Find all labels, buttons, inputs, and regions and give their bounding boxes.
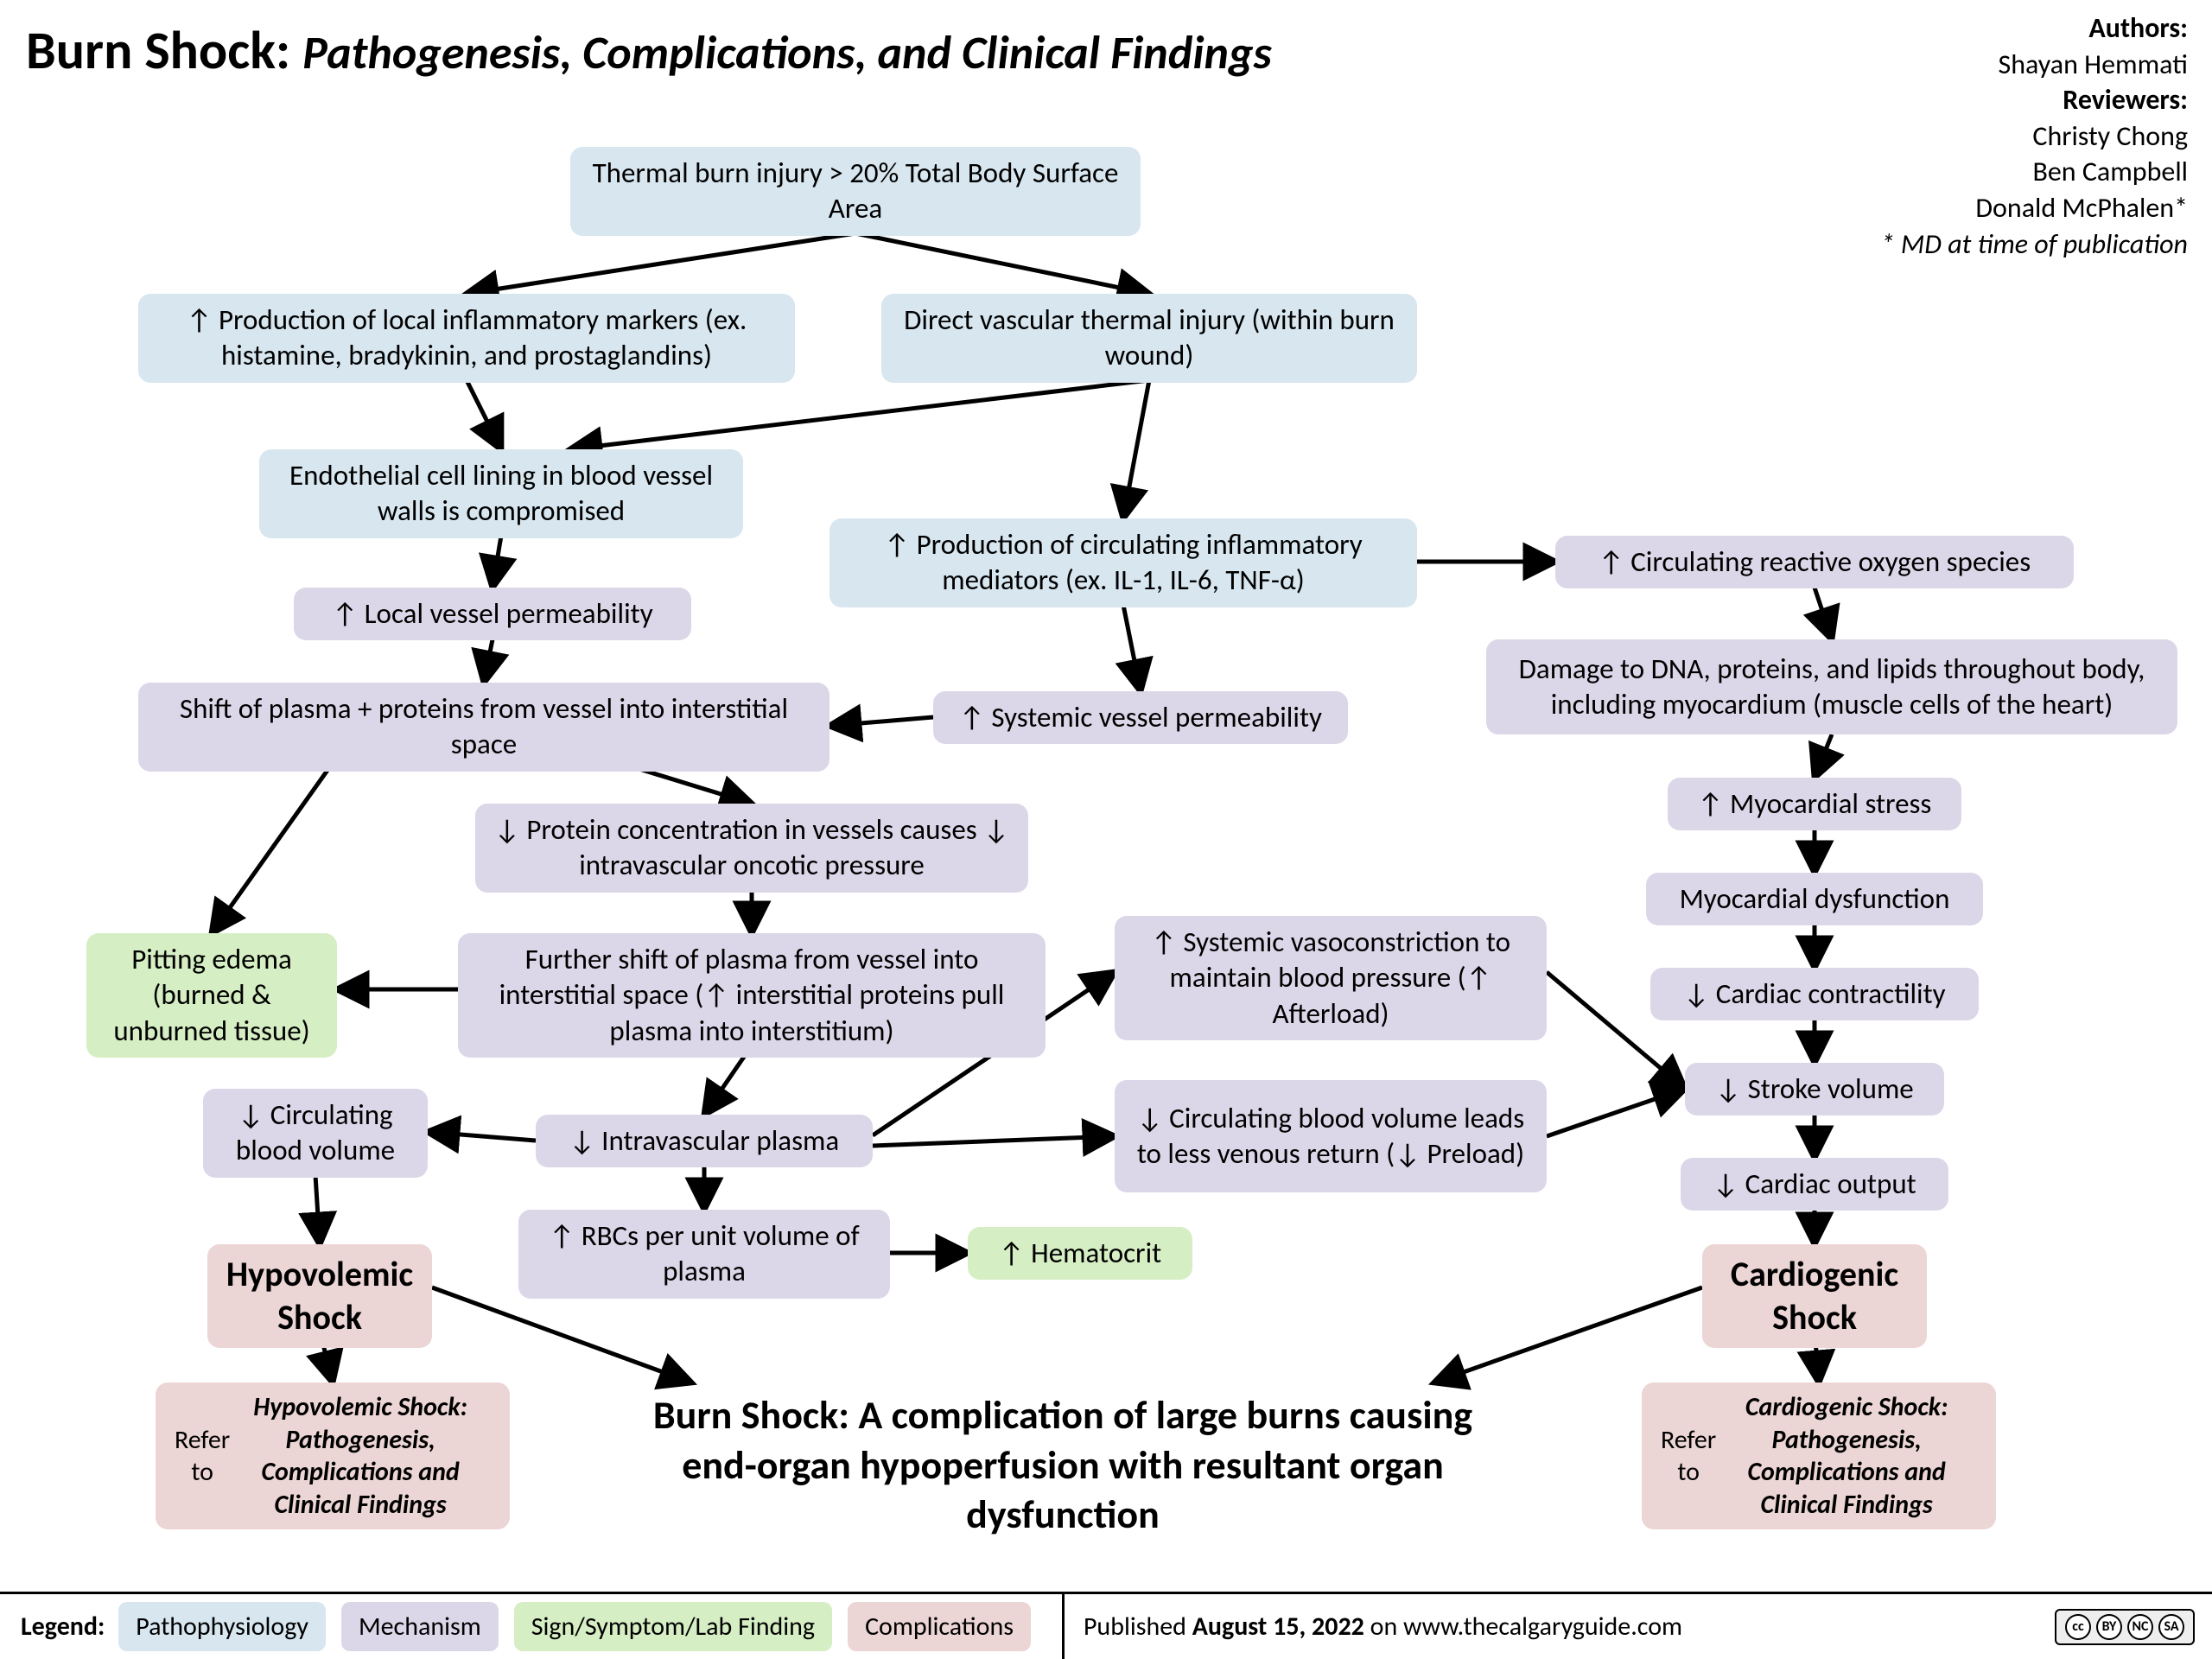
flow-node-n3: Direct vascular thermal injury (within b… <box>881 294 1417 383</box>
flow-node-n26: Cardiogenic Shock <box>1702 1244 1927 1348</box>
flow-arrow <box>315 1175 320 1244</box>
flow-arrow <box>467 233 855 294</box>
flow-node-n7: ↑ Production of circulating inflammatory… <box>830 518 1417 607</box>
flow-node-n20: ↓ Intravascular plasma <box>536 1115 873 1167</box>
flow-arrow <box>855 233 1149 294</box>
legend-chip: Complications <box>848 1602 1031 1651</box>
flow-node-n4: Endothelial cell lining in blood vessel … <box>259 449 743 538</box>
cc-license-badge: cc BY NC SA <box>2055 1609 2195 1645</box>
legend-chip: Pathophysiology <box>118 1602 326 1651</box>
flow-node-n1: Thermal burn injury > 20% Total Body Sur… <box>570 147 1141 236</box>
flow-node-n6: Shift of plasma + proteins from vessel i… <box>138 683 830 772</box>
authors-heading: Authors: <box>1881 10 2188 47</box>
reviewer-name: Christy Chong <box>1881 118 2188 155</box>
flow-arrow <box>493 536 501 588</box>
legend-label: Legend: <box>0 1611 118 1643</box>
legend-chips: Pathophysiology Mechanism Sign/Symptom/Lab… <box>118 1602 1046 1651</box>
flow-arrow <box>1123 380 1149 518</box>
legend-chip: Sign/Symptom/Lab Finding <box>514 1602 832 1651</box>
flow-arrow <box>1547 1089 1685 1136</box>
reviewers-heading: Reviewers: <box>1881 82 2188 118</box>
author-name: Shayan Hemmati <box>1881 47 2188 83</box>
flow-arrow <box>1434 1287 1702 1382</box>
flow-node-n12: Myocardial dysfunction <box>1646 873 1983 925</box>
flow-node-n2: ↑ Production of local inflammatory marke… <box>138 294 795 383</box>
flow-node-n18: Pitting edema (burned & unburned tissue) <box>86 933 337 1058</box>
page-title: Burn Shock: Pathogenesis, Complications,… <box>26 17 1272 83</box>
publication-info: Published August 15, 2022 on www.thecalg… <box>1080 1611 2055 1643</box>
cc-by-icon: BY <box>2096 1614 2122 1640</box>
flow-node-n15: ↓ Cardiac output <box>1681 1158 1948 1211</box>
flow-arrow <box>212 769 328 933</box>
flow-node-n11: ↑ Myocardial stress <box>1668 778 1961 830</box>
flow-node-n25: Hypovolemic Shock <box>207 1244 432 1348</box>
pub-prefix: Published <box>1084 1611 1192 1643</box>
flow-node-n19: ↓ Circulating blood volume <box>203 1089 428 1178</box>
reviewer-name: Donald McPhalen* <box>1881 190 2188 226</box>
legend-chip: Mechanism <box>341 1602 499 1651</box>
flow-node-n8: ↑ Systemic vessel permeability <box>933 691 1348 744</box>
flow-node-n17: Further shift of plasma from vessel into… <box>458 933 1046 1058</box>
flow-arrow <box>428 1132 536 1141</box>
flow-node-n16: ↓ Protein concentration in vessels cause… <box>475 804 1028 893</box>
pub-date: August 15, 2022 <box>1192 1611 1364 1643</box>
flow-node-n22: ↑ Hematocrit <box>968 1227 1192 1280</box>
flow-arrow <box>1815 734 1832 778</box>
flow-arrow <box>639 769 752 804</box>
cc-sa-icon: SA <box>2158 1614 2184 1640</box>
flow-arrow <box>873 1136 1115 1146</box>
credits-block: Authors: Shayan Hemmati Reviewers: Chris… <box>1881 10 2188 262</box>
flow-node-n13: ↓ Cardiac contractility <box>1650 968 1979 1020</box>
flow-node-n27: Refer to Hypovolemic Shock: Pathogenesis… <box>156 1382 510 1529</box>
flow-arrow <box>570 380 1149 449</box>
flow-node-n9: ↑ Circulating reactive oxygen species <box>1555 536 2074 588</box>
page: Burn Shock: Pathogenesis, Complications,… <box>0 0 2212 1659</box>
flow-node-n24: ↓ Circulating blood volume leads to less… <box>1115 1080 1547 1192</box>
flow-node-n21: ↑ RBCs per unit volume of plasma <box>518 1210 890 1299</box>
footer: Legend: Pathophysiology Mechanism Sign/Sym… <box>0 1592 2212 1659</box>
flow-arrow <box>1815 588 1832 639</box>
flow-node-n28: Refer to Cardiogenic Shock: Pathogenesis… <box>1642 1382 1996 1529</box>
credits-note: * MD at time of publication <box>1881 226 2188 263</box>
flow-arrow <box>830 717 933 726</box>
cc-icon: cc <box>2065 1614 2091 1640</box>
flow-node-n29: Burn Shock: A complication of large burn… <box>605 1382 1521 1549</box>
footer-divider <box>1062 1594 1065 1659</box>
title-main: Burn Shock: <box>26 17 290 83</box>
title-sub: Pathogenesis, Complications, and Clinica… <box>302 24 1272 81</box>
flow-node-n10: Damage to DNA, proteins, and lipids thro… <box>1486 639 2177 734</box>
cc-nc-icon: NC <box>2127 1614 2153 1640</box>
reviewer-name: Ben Campbell <box>1881 154 2188 190</box>
flow-arrow <box>467 380 501 449</box>
flow-arrow <box>432 1287 691 1382</box>
flow-node-n14: ↓ Stroke volume <box>1685 1063 1944 1116</box>
flow-node-n5: ↑ Local vessel permeability <box>294 588 691 640</box>
flow-arrow <box>484 639 493 683</box>
flow-node-n23: ↑ Systemic vasoconstriction to maintain … <box>1115 916 1547 1040</box>
flow-arrow <box>1123 605 1141 691</box>
pub-suffix: on www.thecalgaryguide.com <box>1364 1611 1682 1643</box>
